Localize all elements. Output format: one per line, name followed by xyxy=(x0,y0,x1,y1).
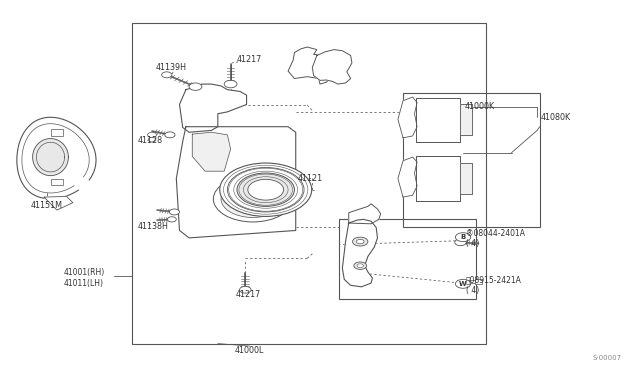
Circle shape xyxy=(456,279,470,288)
Circle shape xyxy=(239,286,251,293)
Circle shape xyxy=(456,233,470,241)
Text: W: W xyxy=(459,281,467,287)
Text: 41138H: 41138H xyxy=(138,222,169,231)
Circle shape xyxy=(170,209,179,215)
Text: 41217: 41217 xyxy=(236,290,261,299)
Circle shape xyxy=(165,132,175,138)
Bar xyxy=(51,179,63,185)
Circle shape xyxy=(148,132,157,137)
Circle shape xyxy=(189,83,202,90)
Bar xyxy=(132,23,486,343)
Bar xyxy=(475,279,481,284)
Polygon shape xyxy=(288,47,333,84)
Polygon shape xyxy=(398,97,417,138)
Polygon shape xyxy=(398,157,417,197)
Circle shape xyxy=(227,167,304,212)
Polygon shape xyxy=(33,138,68,176)
Polygon shape xyxy=(44,196,73,210)
Circle shape xyxy=(168,217,176,222)
Circle shape xyxy=(356,239,364,244)
Text: S·00007: S·00007 xyxy=(592,355,621,361)
Circle shape xyxy=(162,72,172,78)
Polygon shape xyxy=(461,105,472,135)
Text: Ⓢ08915-2421A
( 4): Ⓢ08915-2421A ( 4) xyxy=(466,276,522,295)
Polygon shape xyxy=(461,163,472,194)
Circle shape xyxy=(224,80,237,88)
Text: 41217: 41217 xyxy=(237,55,262,64)
Circle shape xyxy=(357,264,364,267)
Circle shape xyxy=(353,237,368,246)
Circle shape xyxy=(248,179,284,200)
Circle shape xyxy=(221,180,285,218)
Circle shape xyxy=(213,176,292,222)
Polygon shape xyxy=(349,204,381,224)
Bar xyxy=(403,93,540,227)
Text: 41000L: 41000L xyxy=(235,346,264,355)
Polygon shape xyxy=(416,156,461,201)
Circle shape xyxy=(148,137,156,142)
Text: 41139H: 41139H xyxy=(156,63,186,72)
Circle shape xyxy=(455,239,467,246)
Bar xyxy=(51,129,63,136)
Text: B: B xyxy=(460,234,466,240)
Polygon shape xyxy=(176,127,296,238)
Bar xyxy=(339,219,476,299)
Circle shape xyxy=(220,163,312,217)
Text: 41000K: 41000K xyxy=(465,102,495,111)
Text: 41121: 41121 xyxy=(298,174,323,183)
Polygon shape xyxy=(179,84,246,132)
Polygon shape xyxy=(342,219,378,287)
Circle shape xyxy=(354,262,367,269)
Circle shape xyxy=(237,173,294,206)
Text: ®08044-2401A
( 4): ®08044-2401A ( 4) xyxy=(466,229,525,248)
Text: 41128: 41128 xyxy=(138,136,163,145)
Polygon shape xyxy=(416,98,461,141)
Text: 41080K: 41080K xyxy=(540,113,570,122)
Bar xyxy=(458,280,475,283)
Polygon shape xyxy=(312,49,352,84)
Text: 41151M: 41151M xyxy=(31,201,63,210)
Text: 41001(RH)
41011(LH): 41001(RH) 41011(LH) xyxy=(63,268,104,288)
Polygon shape xyxy=(17,117,96,199)
Polygon shape xyxy=(192,132,230,171)
